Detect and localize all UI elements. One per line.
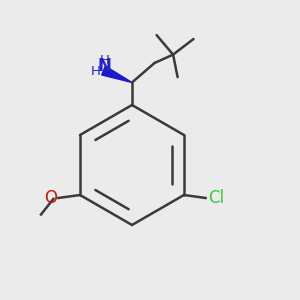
- Text: O: O: [44, 189, 57, 207]
- Text: H: H: [100, 54, 109, 68]
- Text: N: N: [98, 57, 111, 75]
- Text: Cl: Cl: [208, 189, 224, 207]
- Text: H: H: [91, 64, 101, 78]
- Polygon shape: [102, 66, 132, 82]
